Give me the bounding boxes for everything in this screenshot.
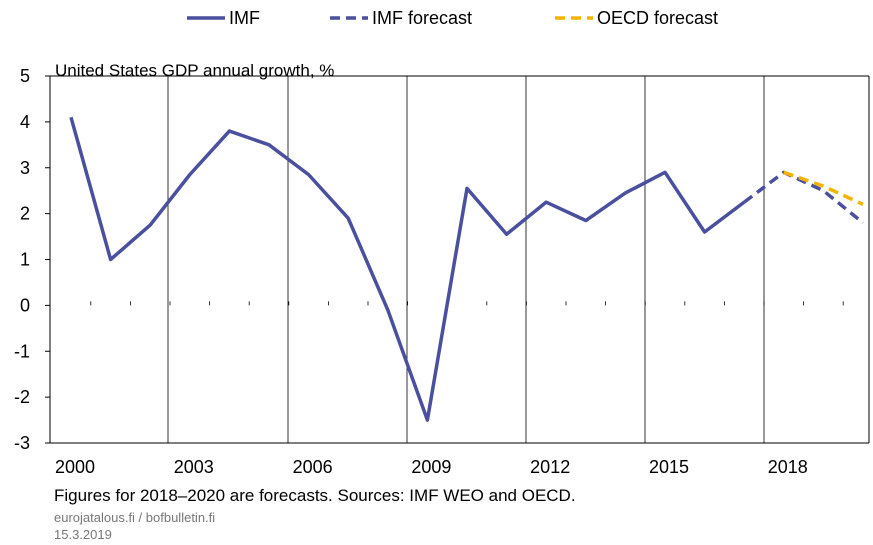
x-tick-label: 2000 (55, 457, 95, 477)
y-tick-label: -1 (14, 341, 30, 361)
series-line-imf (69, 116, 746, 422)
x-tick-label: 2018 (768, 457, 808, 477)
footer-date: 15.3.2019 (54, 527, 112, 542)
y-tick-label: 5 (20, 66, 30, 86)
legend-label: OECD forecast (597, 8, 718, 28)
x-tick-label: 2012 (530, 457, 570, 477)
y-tick-label: 3 (20, 158, 30, 178)
y-tick-label: 2 (20, 204, 30, 224)
series-line-imf-forecast (743, 170, 865, 225)
x-tick-label: 2006 (293, 457, 333, 477)
series-layer (69, 116, 865, 422)
series-line-oecd-forecast (783, 170, 864, 207)
x-tick-labels: 2000 2003 2006 2009 2012 2015 2018 (55, 457, 808, 477)
footer-note: Figures for 2018–2020 are forecasts. Sou… (54, 486, 576, 505)
legend: IMF IMF forecast OECD forecast (187, 8, 718, 28)
x-tick-label: 2009 (411, 457, 451, 477)
legend-label: IMF (229, 8, 260, 28)
x-tick-label: 2003 (174, 457, 214, 477)
grid-lines (167, 76, 765, 443)
legend-label: IMF forecast (372, 8, 472, 28)
y-tick-label: 4 (20, 112, 30, 132)
axes (45, 75, 870, 444)
y-tick-label: -3 (14, 433, 30, 453)
x-tick-label: 2015 (649, 457, 689, 477)
y-tick-label: -2 (14, 387, 30, 407)
footer-source: eurojatalous.fi / bofbulletin.fi (54, 510, 216, 525)
y-tick-label: 1 (20, 250, 30, 270)
y-tick-label: 0 (20, 295, 30, 315)
y-tick-labels: 5 4 3 2 1 0 -1 -2 -3 (14, 66, 30, 453)
gdp-growth-chart: IMF IMF forecast OECD forecast United Stat… (14, 8, 870, 477)
chart-title: United States GDP annual growth, % (55, 61, 334, 80)
